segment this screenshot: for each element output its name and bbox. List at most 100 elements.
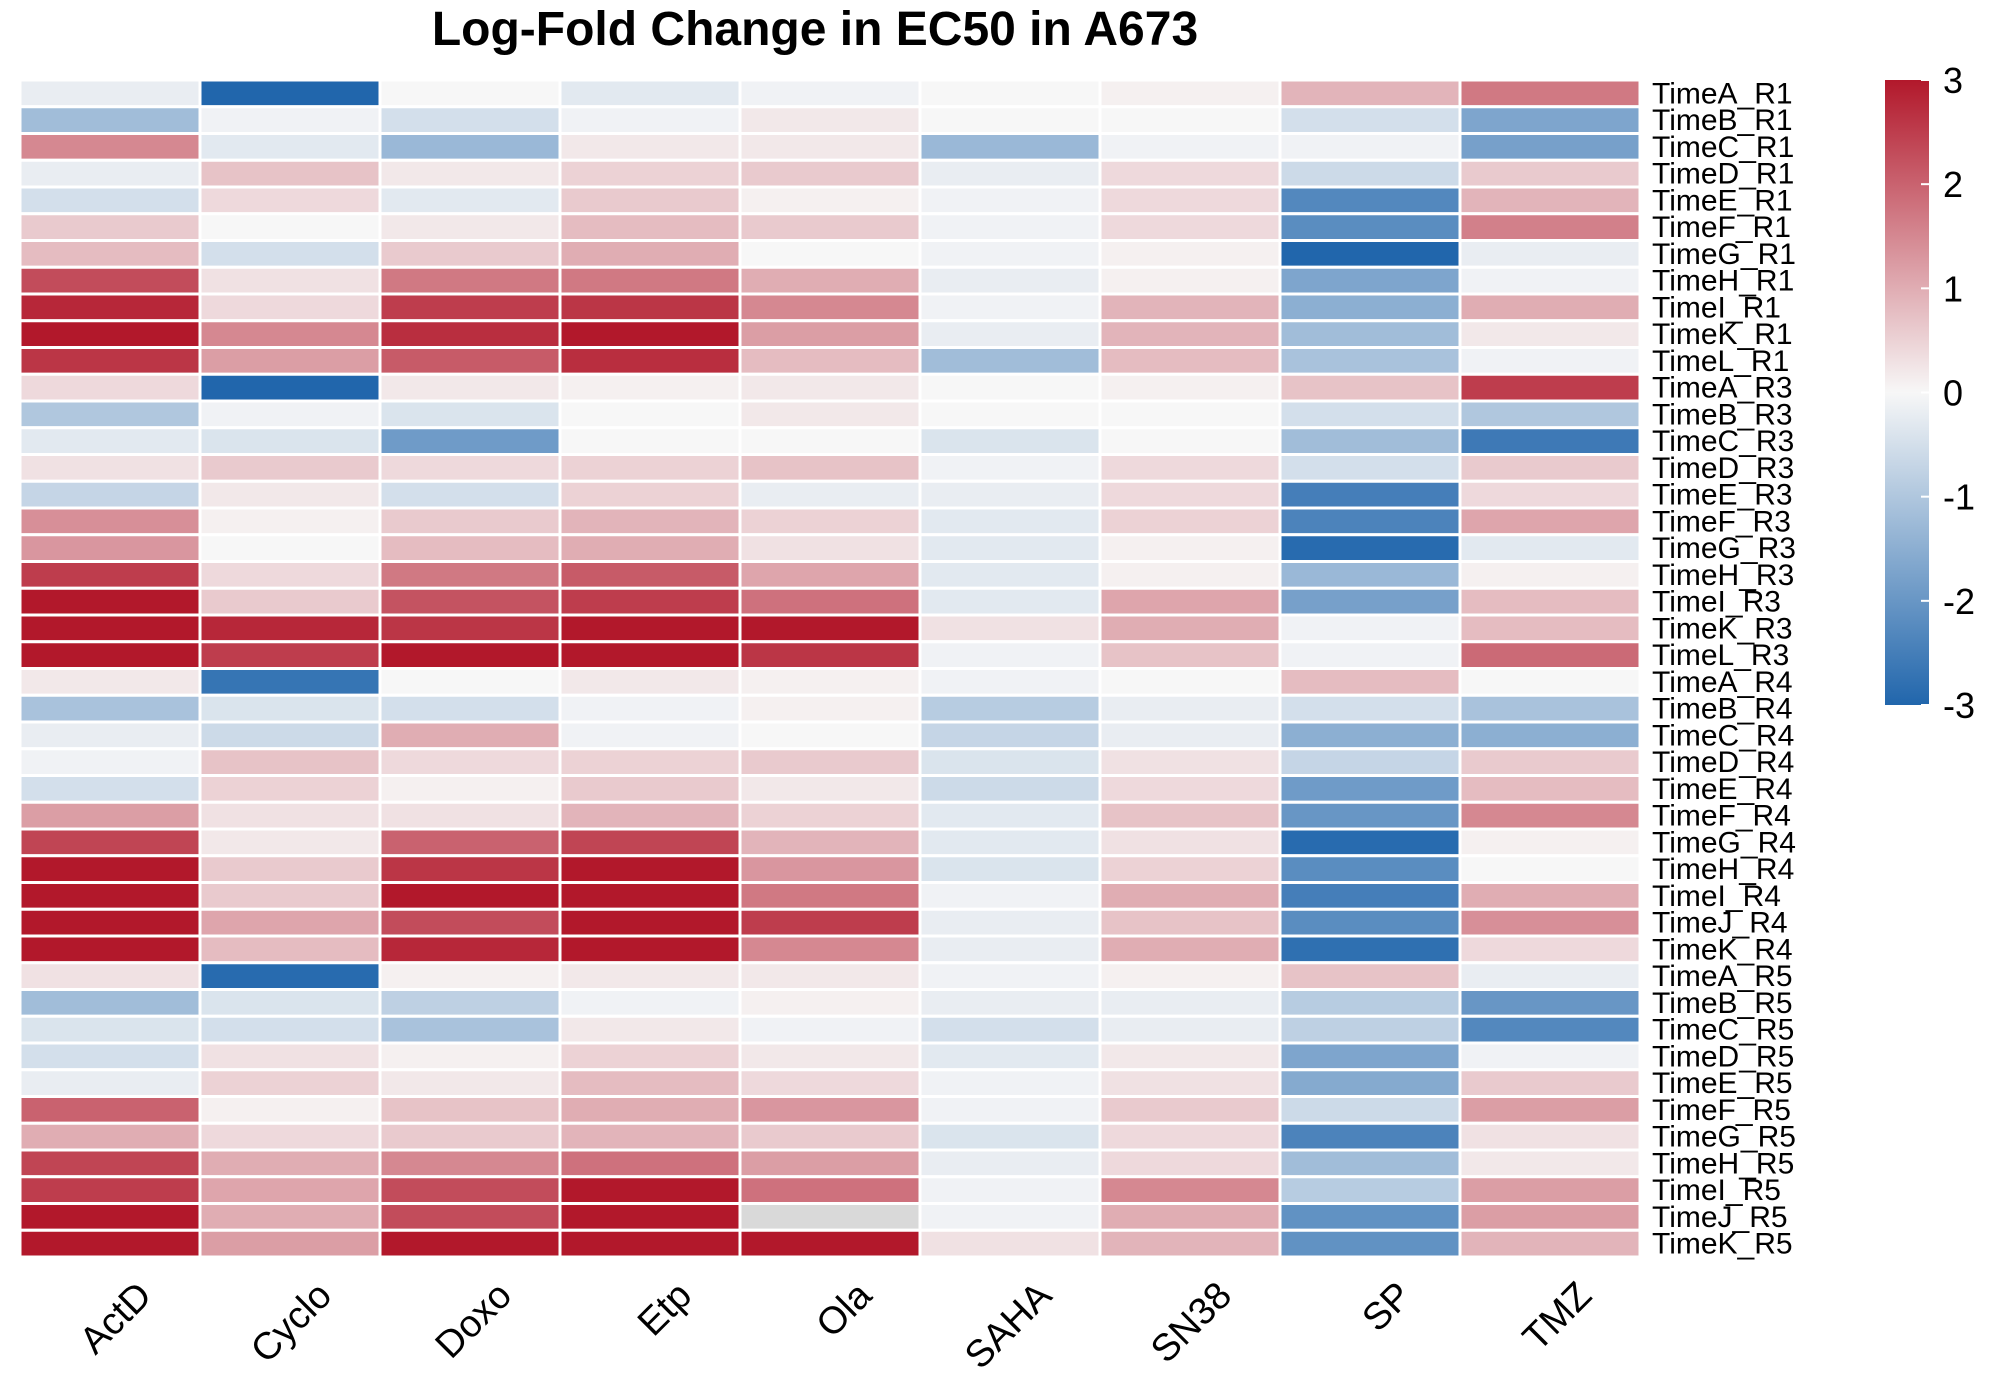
heatmap-cell-TimeF_R5-SAHA: [918, 1095, 1102, 1125]
heatmap-cell-TimeD_R4-Ola: [738, 747, 922, 777]
heatmap-cell-TimeK_R1-Ola: [738, 319, 922, 349]
heatmap-cell-TimeA_R4-SAHA: [918, 667, 1102, 697]
row-label: TimeC_R5: [1652, 1014, 1794, 1047]
heatmap-cell-TimeI_R5-Etp: [558, 1175, 742, 1205]
heatmap-cell-TimeF_R1-Ola: [738, 212, 922, 242]
heatmap-cell-TimeA_R4-Ola: [738, 667, 922, 697]
heatmap-cell-TimeB_R1-Ola: [738, 105, 922, 135]
heatmap-cell-TimeD_R1-Ola: [738, 158, 922, 189]
heatmap-cell-TimeD_R4-TMZ: [1458, 747, 1642, 777]
heatmap-cell-TimeC_R1-Ola: [738, 132, 922, 162]
heatmap-cell-TimeK_R3-Ola: [738, 613, 922, 644]
heatmap-cell-TimeG_R3-Cyclo: [198, 533, 382, 563]
row-label: TimeG_R4: [1652, 826, 1796, 859]
heatmap-cell-TimeI_R3-Doxo: [378, 586, 562, 617]
heatmap-cell-TimeE_R3-SP: [1278, 479, 1462, 510]
heatmap-cell-TimeH_R1-Etp: [558, 265, 742, 296]
heatmap-cell-TimeF_R3-Cyclo: [198, 506, 382, 537]
row-label: TimeA_R5: [1652, 960, 1793, 993]
heatmap-cell-TimeH_R4-Doxo: [378, 854, 562, 884]
heatmap-cell-TimeC_R1-Etp: [558, 132, 742, 162]
heatmap-cell-TimeF_R4-SP: [1278, 800, 1462, 831]
heatmap-cell-TimeE_R3-Doxo: [378, 479, 562, 510]
heatmap-cell-TimeB_R5-SAHA: [918, 988, 1102, 1018]
heatmap-cell-TimeI_R5-TMZ: [1458, 1175, 1642, 1205]
column-label: SP: [1354, 1274, 1420, 1340]
heatmap-cell-TimeI_R3-Etp: [558, 586, 742, 617]
heatmap-cell-TimeG_R1-ActD: [18, 239, 202, 269]
heatmap-cell-TimeH_R1-Cyclo: [198, 265, 382, 296]
heatmap-cell-TimeK_R1-ActD: [18, 319, 202, 349]
heatmap-cell-TimeI_R1-ActD: [18, 292, 202, 323]
heatmap-cell-TimeC_R3-Cyclo: [198, 426, 382, 456]
heatmap-cell-TimeG_R3-SP: [1278, 533, 1462, 563]
heatmap-cell-TimeI_R5-ActD: [18, 1175, 202, 1205]
heatmap-cell-TimeE_R5-SP: [1278, 1068, 1462, 1098]
heatmap-cell-TimeI_R4-SAHA: [918, 881, 1102, 911]
heatmap-cell-TimeH_R3-TMZ: [1458, 560, 1642, 590]
heatmap-cell-TimeG_R5-SAHA: [918, 1121, 1102, 1152]
heatmap-cell-TimeG_R4-SAHA: [918, 827, 1102, 858]
heatmap-cell-TimeF_R3-Etp: [558, 506, 742, 537]
heatmap-cell-TimeJ_R4-Cyclo: [198, 907, 382, 938]
heatmap-cell-TimeE_R4-SAHA: [918, 774, 1102, 804]
heatmap-cell-TimeG_R5-ActD: [18, 1121, 202, 1152]
heatmap-cell-TimeH_R3-Doxo: [378, 560, 562, 590]
heatmap-cell-TimeF_R3-SP: [1278, 506, 1462, 537]
heatmap-cell-TimeF_R5-Cyclo: [198, 1095, 382, 1125]
heatmap-cell-TimeK_R1-SAHA: [918, 319, 1102, 349]
heatmap-cell-TimeF_R4-Etp: [558, 800, 742, 831]
heatmap-cell-TimeF_R1-TMZ: [1458, 212, 1642, 242]
heatmap-cell-TimeJ_R5-SN38: [1098, 1202, 1282, 1232]
heatmap-cell-TimeK_R5-SN38: [1098, 1228, 1282, 1259]
heatmap-cell-TimeK_R3-SN38: [1098, 613, 1282, 644]
heatmap-cell-TimeL_R1-Cyclo: [198, 346, 382, 376]
heatmap-cell-TimeD_R1-Cyclo: [198, 158, 382, 189]
heatmap-cell-TimeK_R3-TMZ: [1458, 613, 1642, 644]
heatmap-cell-TimeI_R4-Ola: [738, 881, 922, 911]
heatmap-cell-TimeH_R4-SN38: [1098, 854, 1282, 884]
legend-tick-label: 3: [1943, 60, 1963, 101]
heatmap-cell-TimeE_R1-TMZ: [1458, 185, 1642, 216]
heatmap-cell-TimeG_R5-Doxo: [378, 1121, 562, 1152]
heatmap-cell-TimeE_R4-TMZ: [1458, 774, 1642, 804]
heatmap-cell-TimeD_R1-SAHA: [918, 158, 1102, 189]
heatmap-cell-TimeB_R4-ActD: [18, 693, 202, 724]
heatmap-cell-TimeE_R5-Ola: [738, 1068, 922, 1098]
heatmap-cell-TimeJ_R4-Doxo: [378, 907, 562, 938]
heatmap-cell-TimeG_R1-Ola: [738, 239, 922, 269]
heatmap-cell-TimeD_R5-ActD: [18, 1041, 202, 1072]
heatmap-cell-TimeC_R3-SAHA: [918, 426, 1102, 456]
heatmap-cell-TimeE_R1-SAHA: [918, 185, 1102, 216]
heatmap-cell-TimeJ_R5-SP: [1278, 1202, 1462, 1232]
heatmap-cell-TimeI_R1-SN38: [1098, 292, 1282, 323]
heatmap-cell-TimeK_R5-ActD: [18, 1228, 202, 1259]
heatmap-cell-TimeD_R5-SAHA: [918, 1041, 1102, 1072]
heatmap-cell-TimeK_R4-Etp: [558, 934, 742, 965]
heatmap-cell-TimeG_R1-Etp: [558, 239, 742, 269]
row-label: TimeD_R3: [1652, 452, 1794, 485]
row-label: TimeD_R5: [1652, 1040, 1794, 1073]
row-label: TimeC_R4: [1652, 719, 1794, 752]
heatmap-cell-TimeH_R1-TMZ: [1458, 265, 1642, 296]
heatmap-cell-TimeF_R1-Cyclo: [198, 212, 382, 242]
heatmap-cell-TimeD_R4-Doxo: [378, 747, 562, 777]
heatmap-cell-TimeH_R5-SP: [1278, 1148, 1462, 1179]
heatmap-cell-TimeA_R3-SAHA: [918, 372, 1102, 403]
row-label: TimeD_R4: [1652, 746, 1794, 779]
heatmap-cell-TimeJ_R5-TMZ: [1458, 1202, 1642, 1232]
heatmap-cell-TimeF_R3-Doxo: [378, 506, 562, 537]
heatmap-cell-TimeA_R4-Etp: [558, 667, 742, 697]
heatmap-cell-TimeC_R4-SN38: [1098, 720, 1282, 751]
heatmap-cell-TimeA_R5-ActD: [18, 961, 202, 991]
heatmap-cell-TimeD_R3-TMZ: [1458, 453, 1642, 483]
heatmap-cell-TimeH_R5-TMZ: [1458, 1148, 1642, 1179]
heatmap-cell-TimeI_R1-Etp: [558, 292, 742, 323]
heatmap-cell-TimeK_R3-Doxo: [378, 613, 562, 644]
heatmap-cell-TimeD_R4-SAHA: [918, 747, 1102, 777]
legend-tick-label: 1: [1943, 268, 1963, 309]
row-label: TimeC_R1: [1652, 131, 1794, 164]
heatmap-cell-TimeG_R3-TMZ: [1458, 533, 1642, 563]
heatmap-cell-TimeI_R5-Doxo: [378, 1175, 562, 1205]
heatmap-cell-TimeH_R1-SP: [1278, 265, 1462, 296]
